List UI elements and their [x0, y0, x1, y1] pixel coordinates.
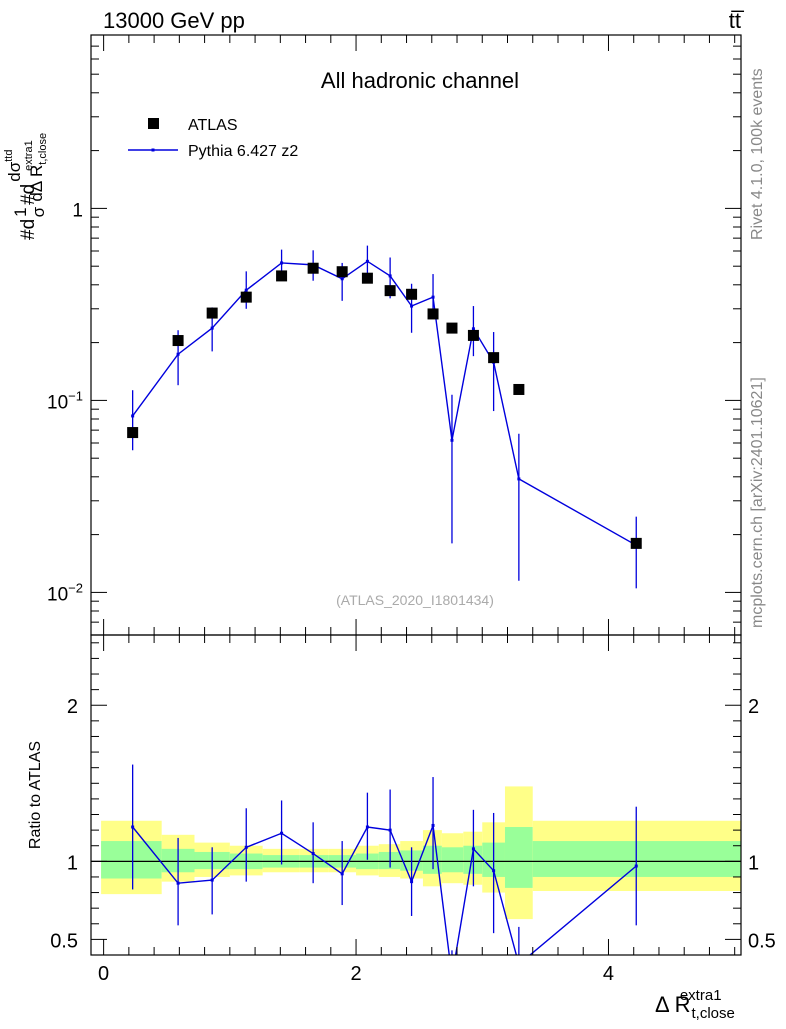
ratio-y-tick-labels: 0.5 0.5 1 1 2 2	[50, 696, 776, 952]
ratio-y-tick-label-left: 0.5	[50, 930, 78, 952]
rivet-label: Rivet 4.1.0, 100k events	[749, 68, 766, 240]
x-tick-label: 0	[98, 963, 109, 985]
mcplots-label: mcplots.cern.ch [arXiv:2401.10621]	[749, 377, 766, 628]
ratio-frame	[90, 634, 742, 956]
atlas-point	[240, 291, 252, 303]
process-label: tt̅	[729, 8, 745, 33]
legend-mc-marker	[151, 148, 155, 152]
atlas-point	[172, 335, 184, 347]
ratio-y-tick-label-right: 2	[748, 696, 759, 718]
main-y-axis-ticks	[91, 34, 741, 636]
mc-line	[132, 260, 637, 546]
atlas-point	[427, 308, 439, 320]
atlas-point	[127, 427, 139, 439]
ratio-y-tick-label-right: 0.5	[748, 930, 776, 952]
inner-band-bin	[101, 841, 162, 879]
legend-atlas-label: ATLAS	[188, 117, 238, 134]
svg-text:#d1σ#ddσttddΔ Rt,closeextra1: #d1σ#ddσttddΔ Rt,closeextra1	[3, 133, 49, 240]
atlas-point	[361, 272, 373, 284]
atlas-point	[276, 270, 288, 282]
atlas-point	[307, 262, 319, 274]
ratio-y-tick-label-left: 2	[67, 696, 78, 718]
ratio-y-tick-label-left: 1	[67, 852, 78, 874]
atlas-point	[384, 285, 396, 297]
y-tick-label: 10−2	[47, 580, 83, 605]
legend-mc-label: Pythia 6.427 z2	[188, 143, 298, 160]
x-tick-labels: 0 2 4	[98, 963, 614, 985]
atlas-point	[488, 352, 500, 364]
x-tick-label: 2	[350, 963, 361, 985]
y-tick-label: 10−1	[47, 388, 83, 413]
ratio-panel: 0.5 0.5 1 1 2 2 0 2 4 Ratio to ATLAS Δ Rt,close…	[27, 634, 776, 1022]
legend-atlas-marker	[148, 118, 159, 129]
ratio-y-axis-label: Ratio to ATLAS	[27, 741, 44, 849]
atlas-point	[446, 322, 458, 334]
x-tick-label: 4	[603, 963, 614, 985]
ratio-line	[132, 825, 637, 955]
chart-title: All hadronic channel	[321, 68, 519, 93]
y-tick-label: 1	[72, 200, 83, 221]
atlas-point	[406, 288, 418, 300]
inner-band-bin	[441, 847, 464, 873]
analysis-id: (ATLAS_2020_I1801434)	[336, 592, 494, 608]
main-y-axis-label: #d1σ#ddσttddΔ Rt,closeextra1	[3, 133, 49, 240]
legend: ATLAS Pythia 6.427 z2	[128, 117, 298, 160]
main-y-tick-labels: 1 10−1 10−2	[47, 200, 83, 605]
energy-label: 13000 GeV pp	[103, 8, 245, 33]
main-panel: 1 10−1 10−2 All hadronic channel (ATLAS_20…	[3, 34, 742, 636]
ratio-y-tick-label-right: 1	[748, 852, 759, 874]
atlas-point	[336, 266, 348, 278]
atlas-point	[513, 383, 525, 395]
x-axis-label: Δ Rt,closeextra1	[655, 987, 735, 1022]
atlas-points	[127, 262, 642, 549]
atlas-point	[467, 329, 479, 341]
atlas-point	[206, 307, 218, 319]
atlas-point	[630, 537, 642, 549]
ratio-axis-ticks	[91, 635, 741, 955]
inner-band-bin	[504, 827, 533, 888]
